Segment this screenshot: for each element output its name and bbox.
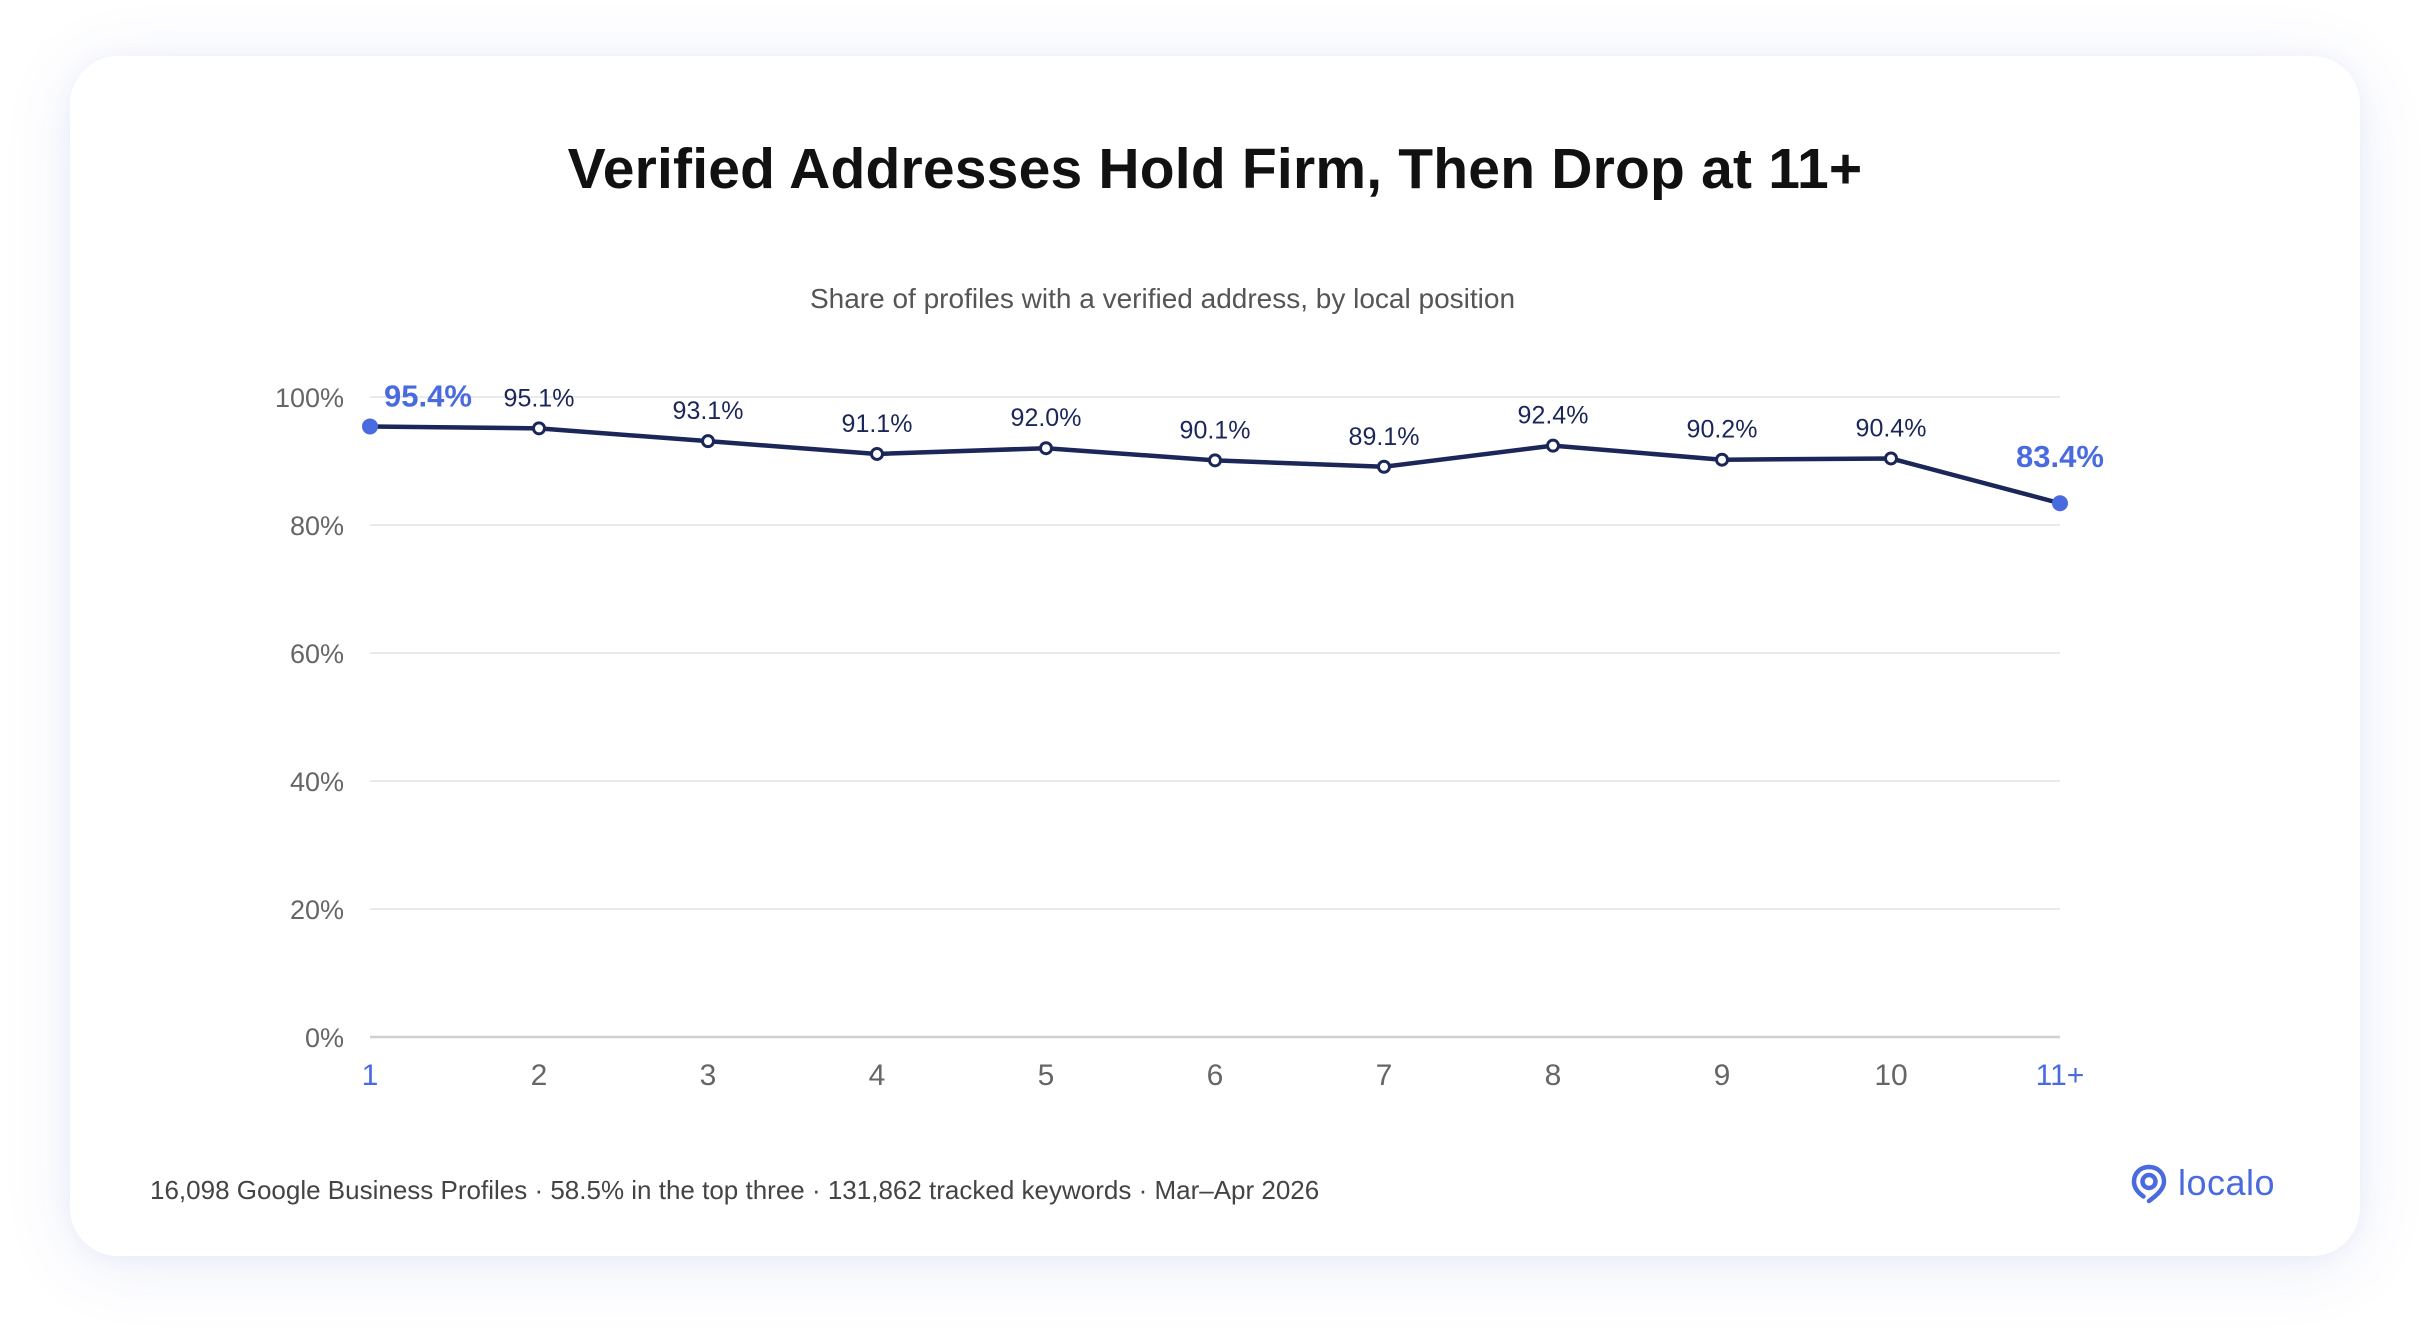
location-pin-icon bbox=[2131, 1164, 2167, 1204]
brand-name: localo bbox=[2178, 1162, 2276, 1203]
y-tick-label: 60% bbox=[290, 639, 344, 669]
data-label: 83.4% bbox=[2016, 439, 2104, 474]
data-label: 90.4% bbox=[1856, 414, 1927, 442]
data-point bbox=[1546, 438, 1560, 453]
y-tick-label: 100% bbox=[275, 383, 344, 413]
y-tick-label: 0% bbox=[305, 1023, 344, 1053]
chart-title: Verified Addresses Hold Firm, Then Drop … bbox=[567, 137, 1863, 201]
y-tick-label: 80% bbox=[290, 511, 344, 541]
x-tick-label: 4 bbox=[869, 1059, 886, 1092]
data-label: 95.4% bbox=[384, 378, 472, 413]
data-point bbox=[1377, 459, 1391, 474]
x-tick-label: 1 bbox=[362, 1059, 379, 1092]
x-tick-label: 8 bbox=[1545, 1059, 1562, 1092]
data-point-highlight bbox=[2052, 495, 2068, 512]
data-point bbox=[1039, 441, 1053, 456]
x-tick-label: 7 bbox=[1376, 1059, 1393, 1092]
data-label: 89.1% bbox=[1349, 423, 1420, 451]
data-label: 91.1% bbox=[842, 410, 913, 438]
data-point bbox=[1884, 451, 1898, 466]
x-tick-label: 6 bbox=[1207, 1059, 1224, 1092]
x-tick-label: 5 bbox=[1038, 1059, 1055, 1092]
data-point bbox=[532, 421, 546, 436]
y-tick-label: 20% bbox=[290, 895, 344, 925]
data-label: 90.1% bbox=[1180, 416, 1251, 444]
data-label: 92.4% bbox=[1518, 402, 1589, 430]
data-label: 92.0% bbox=[1011, 404, 1082, 432]
data-point-highlight bbox=[362, 418, 378, 435]
data-point bbox=[1208, 453, 1222, 468]
chart-card bbox=[70, 56, 2360, 1256]
x-tick-label: 9 bbox=[1714, 1059, 1731, 1092]
footnote: 16,098 Google Business Profiles · 58.5% … bbox=[150, 1175, 1320, 1205]
x-tick-label: 10 bbox=[1874, 1059, 1907, 1092]
chart-subtitle: Share of profiles with a verified addres… bbox=[809, 283, 1516, 314]
data-point bbox=[701, 434, 715, 449]
x-tick-label: 11+ bbox=[2036, 1059, 2085, 1092]
x-tick-label: 2 bbox=[531, 1059, 548, 1092]
data-label: 93.1% bbox=[673, 397, 744, 425]
data-point bbox=[1715, 452, 1729, 467]
brand-logo: localo bbox=[2128, 1162, 2275, 1204]
data-point bbox=[870, 446, 884, 461]
data-label: 90.2% bbox=[1687, 416, 1758, 444]
x-tick-label: 3 bbox=[700, 1059, 717, 1092]
data-label: 95.1% bbox=[504, 384, 575, 412]
y-tick-label: 40% bbox=[290, 767, 344, 797]
